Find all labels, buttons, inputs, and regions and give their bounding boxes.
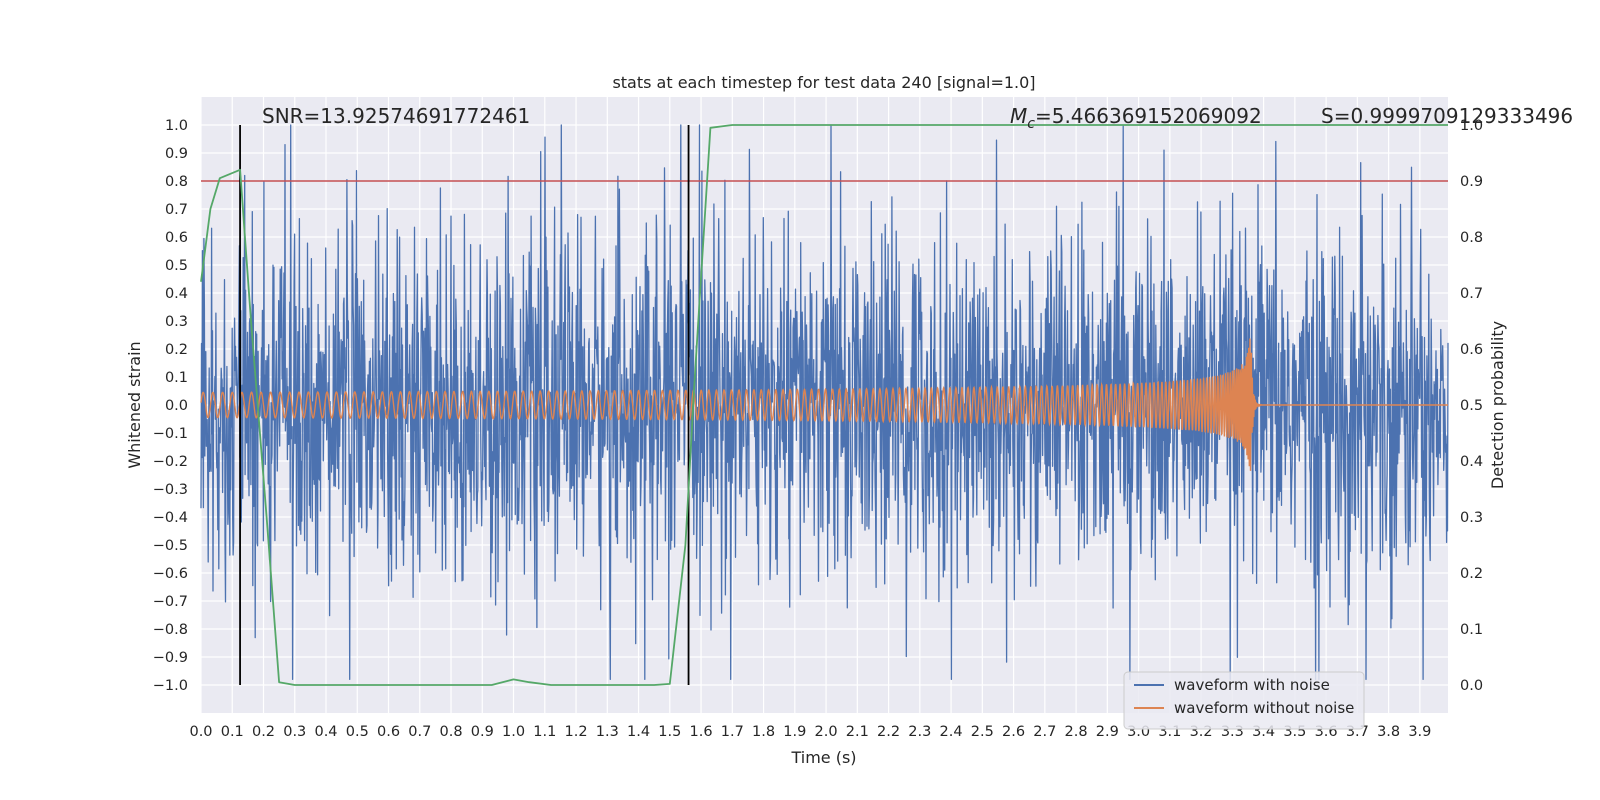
- x-tick-label: 1.1: [533, 724, 556, 740]
- y-tick-label: −0.1: [153, 426, 188, 442]
- x-tick-label: 2.2: [877, 724, 900, 740]
- chirp-mass-subscript: c: [1027, 116, 1035, 132]
- y-tick-label: −0.7: [153, 594, 188, 610]
- series-detection-probability: [200, 124, 1448, 686]
- x-tick-label: 2.0: [815, 724, 838, 740]
- x-tick-label: 0.1: [221, 724, 244, 740]
- x-tick-label: 2.8: [1065, 724, 1088, 740]
- legend-label-noise: waveform with noise: [1174, 676, 1330, 694]
- y-right-tick-label: 0.2: [1460, 566, 1483, 582]
- y-right-tick-label: 1.0: [1460, 118, 1483, 134]
- y-tick-label: 0.4: [165, 286, 188, 302]
- chirp-mass-value: =5.466369152069092: [1035, 104, 1262, 128]
- x-tick-label: 2.4: [940, 724, 963, 740]
- x-tick-label: 0.3: [283, 724, 306, 740]
- x-axis-label: Time (s): [790, 748, 856, 767]
- snr-annotation: SNR=13.92574691772461: [262, 104, 530, 128]
- y-tick-label: −0.6: [153, 566, 188, 582]
- y-tick-label: 1.0: [165, 118, 188, 134]
- y-tick-label: −0.3: [153, 482, 188, 498]
- y-tick-label: 0.3: [165, 314, 188, 330]
- x-tick-label: 1.2: [565, 724, 588, 740]
- x-tick-label: 3.9: [1408, 724, 1431, 740]
- legend: waveform with noise waveform without noi…: [1123, 671, 1365, 730]
- x-tick-label: 2.3: [908, 724, 931, 740]
- y-tick-label: 0.8: [165, 174, 188, 190]
- y-tick-label: −1.0: [153, 678, 188, 694]
- chirp-mass-symbol: M: [1010, 104, 1027, 128]
- score-annotation: S=0.9999709129333496: [1321, 104, 1573, 128]
- x-tick-label: 1.7: [721, 724, 744, 740]
- y-tick-label: 0.6: [165, 230, 188, 246]
- y-tick-label: −0.4: [153, 510, 188, 526]
- x-tick-label: 2.9: [1096, 724, 1119, 740]
- x-tick-label: 2.1: [846, 724, 869, 740]
- y-tick-label: 0.2: [165, 342, 188, 358]
- x-tick-label: 1.8: [752, 724, 775, 740]
- y-right-tick-label: 0.9: [1460, 174, 1483, 190]
- chart-title: stats at each timestep for test data 240…: [612, 73, 1035, 92]
- y-right-tick-label: 0.0: [1460, 678, 1483, 694]
- y-tick-label: −0.8: [153, 622, 188, 638]
- x-tick-label: 0.4: [314, 724, 337, 740]
- y-tick-label: 0.5: [165, 258, 188, 274]
- y-right-tick-label: 0.8: [1460, 230, 1483, 246]
- x-tick-label: 1.4: [627, 724, 650, 740]
- x-tick-label: 2.7: [1033, 724, 1056, 740]
- y-tick-label: 0.7: [165, 202, 188, 218]
- y-right-tick-label: 0.7: [1460, 286, 1483, 302]
- y-right-tick-label: 0.1: [1460, 622, 1483, 638]
- legend-box: [1123, 671, 1365, 730]
- x-tick-label: 1.5: [658, 724, 681, 740]
- chirp-mass-annotation: Mc=5.466369152069092: [1010, 104, 1262, 132]
- y-tick-label: −0.2: [153, 454, 188, 470]
- y-tick-label: −0.9: [153, 650, 188, 666]
- x-tick-label: 0.9: [471, 724, 494, 740]
- x-tick-label: 2.6: [1002, 724, 1025, 740]
- y-tick-label: −0.5: [153, 538, 188, 554]
- x-tick-label: 2.5: [971, 724, 994, 740]
- x-tick-label: 3.8: [1377, 724, 1400, 740]
- x-tick-label: 0.5: [346, 724, 369, 740]
- legend-label-clean: waveform without noise: [1174, 699, 1354, 717]
- y-right-tick-label: 0.4: [1460, 454, 1483, 470]
- x-tick-label: 1.6: [690, 724, 713, 740]
- x-tick-label: 1.9: [783, 724, 806, 740]
- x-tick-label: 1.0: [502, 724, 525, 740]
- y-right-tick-label: 0.6: [1460, 342, 1483, 358]
- y-tick-label: 0.1: [165, 370, 188, 386]
- series-waveform-with-noise: [200, 124, 1449, 681]
- x-tick-label: 0.7: [408, 724, 431, 740]
- y-tick-label: 0.0: [165, 398, 188, 414]
- y-axis-label: Whitened strain: [125, 341, 144, 468]
- x-tick-label: 0.2: [252, 724, 275, 740]
- x-tick-label: 0.8: [439, 724, 462, 740]
- series-waveform-without-noise: [200, 338, 1448, 471]
- y-right-tick-label: 0.3: [1460, 510, 1483, 526]
- x-tick-label: 1.3: [596, 724, 619, 740]
- y-right-tick-label: 0.5: [1460, 398, 1483, 414]
- x-tick-label: 0.6: [377, 724, 400, 740]
- y-axis-right-label: Detection probability: [1488, 321, 1507, 489]
- x-tick-label: 0.0: [189, 724, 212, 740]
- y-tick-label: 0.9: [165, 146, 188, 162]
